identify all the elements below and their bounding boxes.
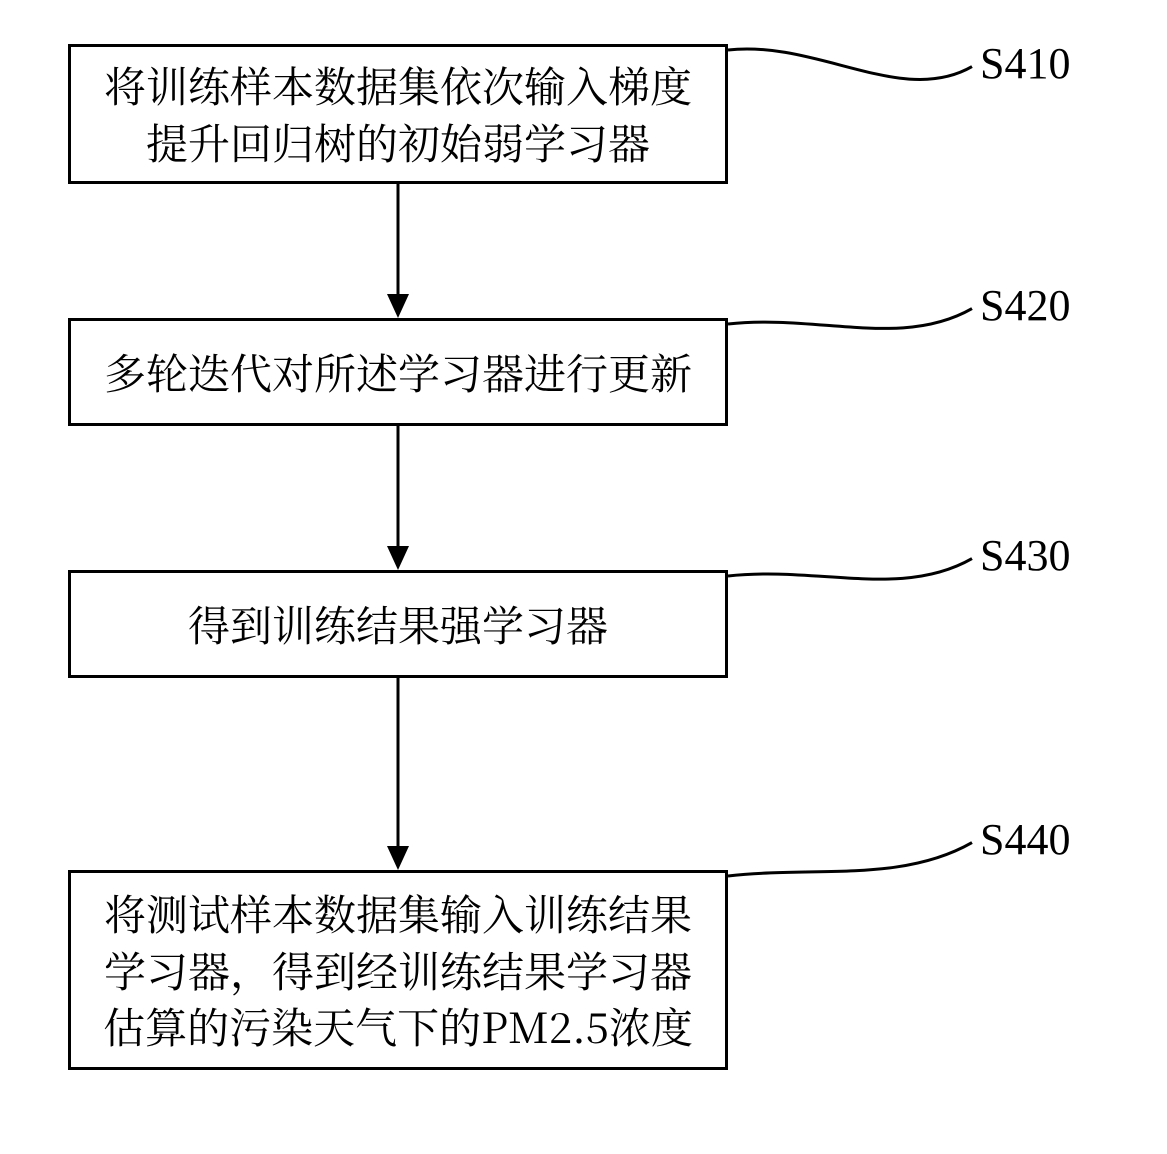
arrow-down — [0, 0, 1167, 1154]
